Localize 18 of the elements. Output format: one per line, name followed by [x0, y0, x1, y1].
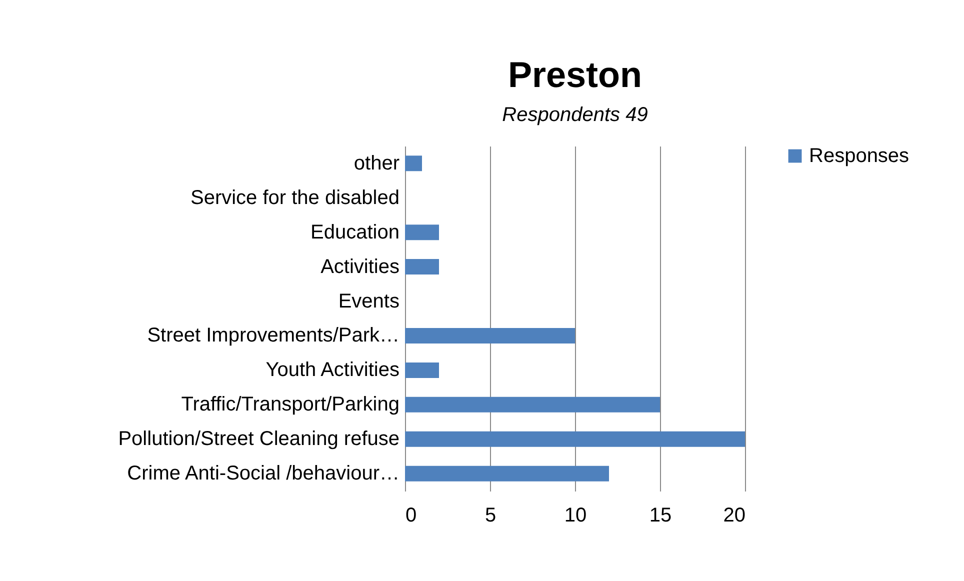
- y-tick-label: other: [354, 152, 400, 174]
- legend-label: Responses: [809, 145, 910, 167]
- y-tick-label: Events: [338, 290, 400, 312]
- y-tick-label: Service for the disabled: [190, 186, 400, 209]
- y-tick-label: Youth Activities: [266, 359, 400, 382]
- x-tick-label: 0: [406, 504, 417, 526]
- x-tick-label: 10: [564, 504, 587, 526]
- y-tick-label: Street Improvements/Park…: [147, 324, 400, 347]
- x-tick-label: 15: [649, 504, 672, 526]
- y-tick-label: Education: [310, 221, 400, 244]
- y-tick-label: Traffic/Transport/Parking: [181, 394, 400, 416]
- chart-subtitle: Respondents 49: [502, 104, 648, 126]
- chart-title: Preston: [508, 54, 642, 95]
- x-tick-label: 20: [723, 504, 746, 526]
- y-tick-label: Crime Anti-Social /behaviour…: [127, 462, 400, 485]
- y-tick-label: Pollution/Street Cleaning refuse: [118, 428, 400, 450]
- x-tick-label: 5: [484, 504, 496, 526]
- y-tick-label: Activities: [320, 256, 400, 278]
